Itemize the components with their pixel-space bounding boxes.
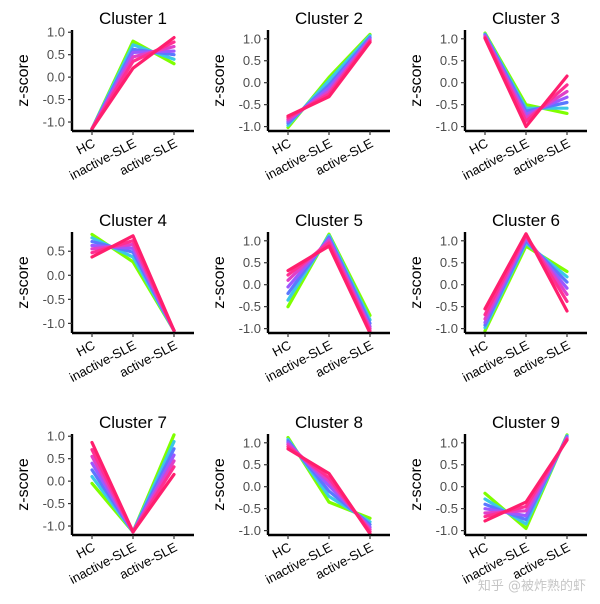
y-tick-label: -0.5 bbox=[239, 501, 261, 516]
panel-title: Cluster 3 bbox=[492, 9, 560, 28]
y-tick-label: -0.5 bbox=[239, 97, 261, 112]
y-tick-label: -1.0 bbox=[436, 523, 458, 538]
y-tick-label: -1.0 bbox=[43, 115, 65, 130]
cluster-panel-2: Cluster 2z-score1.00.50.0-0.5-1.0HCinact… bbox=[211, 9, 390, 183]
cluster-panel-9: Cluster 9z-score1.00.50.0-0.5-1.0HCinact… bbox=[408, 413, 587, 587]
y-tick-label: 0.0 bbox=[243, 75, 261, 90]
y-tick-label: 1.0 bbox=[440, 435, 458, 450]
series-line bbox=[90, 44, 176, 131]
y-axis-label: z-score bbox=[15, 458, 32, 511]
y-tick-label: 0.5 bbox=[47, 244, 65, 259]
x-tick-label: HC bbox=[74, 337, 98, 359]
y-tick-label: 0.0 bbox=[440, 75, 458, 90]
series-line bbox=[90, 234, 176, 333]
y-axis-label: z-score bbox=[408, 458, 425, 511]
y-tick-label: -1.0 bbox=[43, 519, 65, 534]
y-tick-label: -0.5 bbox=[43, 92, 65, 107]
y-axis-label: z-score bbox=[408, 256, 425, 309]
y-tick-label: -0.5 bbox=[436, 299, 458, 314]
series-line bbox=[90, 440, 176, 534]
y-tick-label: 1.0 bbox=[243, 31, 261, 46]
y-tick-label: 1.0 bbox=[47, 25, 65, 40]
y-tick-label: 0.0 bbox=[243, 277, 261, 292]
panel-title: Cluster 2 bbox=[295, 9, 363, 28]
y-axis-label: z-score bbox=[15, 256, 32, 309]
series-line bbox=[286, 447, 372, 536]
y-axis-label: z-score bbox=[408, 54, 425, 107]
cluster-panel-8: Cluster 8z-score1.00.50.0-0.5-1.0HCinact… bbox=[211, 413, 390, 587]
y-tick-label: -1.0 bbox=[436, 321, 458, 336]
y-tick-label: -1.0 bbox=[239, 119, 261, 134]
series-line bbox=[90, 240, 176, 333]
y-tick-label: -1.0 bbox=[239, 321, 261, 336]
panel-title: Cluster 7 bbox=[99, 413, 167, 432]
y-tick-label: 0.5 bbox=[440, 255, 458, 270]
x-tick-label: HC bbox=[270, 539, 294, 561]
y-axis-label: z-score bbox=[211, 458, 228, 511]
cluster-panel-3: Cluster 3z-score1.00.50.0-0.5-1.0HCinact… bbox=[408, 9, 587, 183]
y-tick-label: -0.5 bbox=[43, 496, 65, 511]
cluster-panel-4: Cluster 4z-score0.50.0-0.5-1.0HCinactive… bbox=[15, 211, 194, 385]
watermark: 知乎 @被炸熟的虾 bbox=[477, 579, 586, 594]
series-line bbox=[483, 232, 569, 313]
x-tick-label: HC bbox=[467, 539, 491, 561]
y-tick-label: 1.0 bbox=[440, 31, 458, 46]
y-tick-label: 1.0 bbox=[440, 233, 458, 248]
panel-title: Cluster 5 bbox=[295, 211, 363, 230]
y-axis-label: z-score bbox=[15, 54, 32, 107]
y-tick-label: 0.5 bbox=[243, 457, 261, 472]
y-tick-label: 0.0 bbox=[47, 474, 65, 489]
cluster-panel-5: Cluster 5z-score1.00.50.0-0.5-1.0HCinact… bbox=[211, 211, 390, 385]
y-tick-label: -0.5 bbox=[43, 292, 65, 307]
series-line bbox=[90, 35, 176, 131]
series-line bbox=[483, 438, 569, 523]
cluster-panel-7: Cluster 7z-score1.00.50.0-0.5-1.0HCinact… bbox=[15, 413, 194, 587]
panel-title: Cluster 9 bbox=[492, 413, 560, 432]
y-tick-label: 1.0 bbox=[243, 435, 261, 450]
y-tick-label: 0.5 bbox=[47, 451, 65, 466]
x-tick-label: HC bbox=[467, 135, 491, 157]
series-line bbox=[483, 36, 569, 129]
x-tick-label: HC bbox=[74, 539, 98, 561]
series-line bbox=[286, 244, 372, 335]
y-tick-label: -0.5 bbox=[436, 501, 458, 516]
y-tick-label: 0.0 bbox=[243, 479, 261, 494]
panel-title: Cluster 4 bbox=[99, 211, 167, 230]
y-axis-label: z-score bbox=[211, 54, 228, 107]
y-tick-label: 0.0 bbox=[440, 277, 458, 292]
y-tick-label: 0.5 bbox=[440, 53, 458, 68]
y-tick-label: 0.5 bbox=[243, 255, 261, 270]
y-tick-label: 0.0 bbox=[47, 268, 65, 283]
y-tick-label: 0.5 bbox=[243, 53, 261, 68]
x-tick-label: HC bbox=[270, 135, 294, 157]
x-tick-label: HC bbox=[74, 135, 98, 157]
cluster-panel-6: Cluster 6z-score1.00.50.0-0.5-1.0HCinact… bbox=[408, 211, 587, 385]
y-tick-label: -0.5 bbox=[239, 299, 261, 314]
y-tick-label: -1.0 bbox=[43, 316, 65, 331]
panel-title: Cluster 8 bbox=[295, 413, 363, 432]
y-tick-label: -1.0 bbox=[436, 119, 458, 134]
panel-title: Cluster 1 bbox=[99, 9, 167, 28]
y-tick-label: 1.0 bbox=[243, 233, 261, 248]
y-tick-label: 1.0 bbox=[47, 429, 65, 444]
x-tick-label: HC bbox=[467, 337, 491, 359]
y-tick-label: -1.0 bbox=[239, 523, 261, 538]
y-tick-label: 0.0 bbox=[440, 479, 458, 494]
y-axis-label: z-score bbox=[211, 256, 228, 309]
cluster-panel-1: Cluster 1z-score1.00.50.0-0.5-1.0HCinact… bbox=[15, 9, 194, 183]
x-tick-label: HC bbox=[270, 337, 294, 359]
panel-title: Cluster 6 bbox=[492, 211, 560, 230]
series-line bbox=[286, 40, 372, 118]
y-tick-label: 0.5 bbox=[440, 457, 458, 472]
y-tick-label: 0.0 bbox=[47, 70, 65, 85]
y-tick-label: -0.5 bbox=[436, 97, 458, 112]
y-tick-label: 0.5 bbox=[47, 47, 65, 62]
